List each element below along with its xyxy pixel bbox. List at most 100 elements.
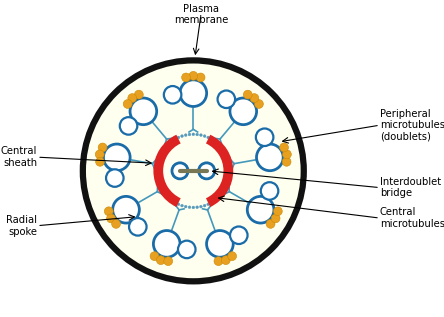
Circle shape — [164, 86, 181, 104]
Circle shape — [228, 173, 231, 176]
Circle shape — [222, 148, 224, 151]
Circle shape — [129, 218, 147, 236]
Circle shape — [182, 178, 183, 179]
Circle shape — [205, 178, 207, 180]
Circle shape — [171, 170, 173, 172]
Circle shape — [171, 168, 173, 170]
Circle shape — [98, 143, 107, 152]
Circle shape — [183, 163, 185, 165]
Circle shape — [210, 163, 212, 165]
Circle shape — [156, 162, 159, 165]
Circle shape — [200, 164, 202, 166]
Circle shape — [211, 176, 213, 178]
Circle shape — [214, 199, 216, 202]
Circle shape — [230, 98, 257, 125]
Circle shape — [186, 173, 188, 175]
Circle shape — [199, 134, 202, 136]
Circle shape — [214, 140, 216, 143]
Circle shape — [103, 144, 130, 171]
Circle shape — [150, 252, 159, 261]
Circle shape — [282, 150, 291, 159]
Circle shape — [187, 168, 189, 170]
Circle shape — [174, 164, 176, 166]
Circle shape — [181, 204, 183, 207]
Circle shape — [173, 175, 174, 177]
Circle shape — [228, 166, 231, 168]
Circle shape — [155, 173, 159, 176]
Circle shape — [163, 148, 165, 151]
Circle shape — [199, 165, 201, 167]
Circle shape — [183, 177, 185, 179]
Circle shape — [230, 226, 248, 244]
Circle shape — [213, 167, 215, 169]
Circle shape — [106, 169, 123, 187]
Circle shape — [171, 171, 173, 173]
Circle shape — [196, 133, 198, 136]
Circle shape — [198, 171, 200, 173]
Circle shape — [95, 150, 104, 159]
Circle shape — [208, 178, 210, 179]
Circle shape — [212, 165, 214, 167]
Circle shape — [184, 134, 187, 136]
Circle shape — [211, 164, 213, 166]
Circle shape — [186, 167, 188, 169]
Circle shape — [219, 194, 222, 197]
Circle shape — [186, 165, 187, 167]
Circle shape — [206, 230, 233, 257]
Circle shape — [224, 151, 226, 154]
Circle shape — [261, 182, 278, 200]
Circle shape — [205, 162, 207, 164]
Circle shape — [186, 175, 187, 177]
Circle shape — [172, 167, 174, 169]
Circle shape — [163, 191, 165, 194]
Circle shape — [120, 117, 137, 135]
Circle shape — [224, 188, 226, 191]
Circle shape — [257, 144, 283, 171]
Text: Peripheral
microtubules
(doublets): Peripheral microtubules (doublets) — [380, 108, 444, 142]
Circle shape — [192, 133, 194, 136]
Circle shape — [113, 197, 139, 223]
Circle shape — [187, 171, 189, 173]
Circle shape — [222, 191, 224, 194]
Circle shape — [196, 73, 205, 82]
Circle shape — [174, 176, 176, 178]
Circle shape — [196, 206, 198, 209]
Circle shape — [207, 203, 210, 206]
Circle shape — [206, 162, 209, 164]
Circle shape — [165, 145, 167, 148]
Circle shape — [212, 175, 214, 177]
Text: Central
microtubules: Central microtubules — [380, 207, 444, 229]
Circle shape — [157, 181, 160, 184]
Circle shape — [198, 168, 200, 170]
Circle shape — [189, 71, 198, 80]
Circle shape — [172, 173, 174, 175]
Circle shape — [178, 241, 195, 258]
Circle shape — [177, 178, 178, 179]
Circle shape — [199, 205, 202, 208]
Circle shape — [198, 170, 200, 172]
Circle shape — [202, 163, 204, 165]
Text: Radial
spoke: Radial spoke — [6, 215, 37, 236]
Circle shape — [203, 135, 206, 138]
Circle shape — [95, 158, 104, 166]
Circle shape — [187, 170, 189, 172]
Circle shape — [228, 177, 230, 180]
Circle shape — [210, 201, 213, 204]
Circle shape — [206, 178, 209, 180]
Circle shape — [199, 175, 201, 177]
Circle shape — [159, 184, 161, 187]
Circle shape — [172, 163, 188, 179]
Circle shape — [188, 133, 191, 136]
Circle shape — [216, 197, 219, 199]
Circle shape — [135, 90, 143, 99]
Circle shape — [213, 173, 215, 175]
Circle shape — [229, 170, 231, 172]
Circle shape — [192, 206, 194, 209]
Circle shape — [254, 100, 263, 108]
Circle shape — [155, 170, 158, 172]
Circle shape — [222, 256, 230, 265]
Circle shape — [167, 197, 170, 199]
Circle shape — [180, 80, 206, 107]
Circle shape — [188, 206, 191, 209]
Circle shape — [198, 167, 200, 169]
